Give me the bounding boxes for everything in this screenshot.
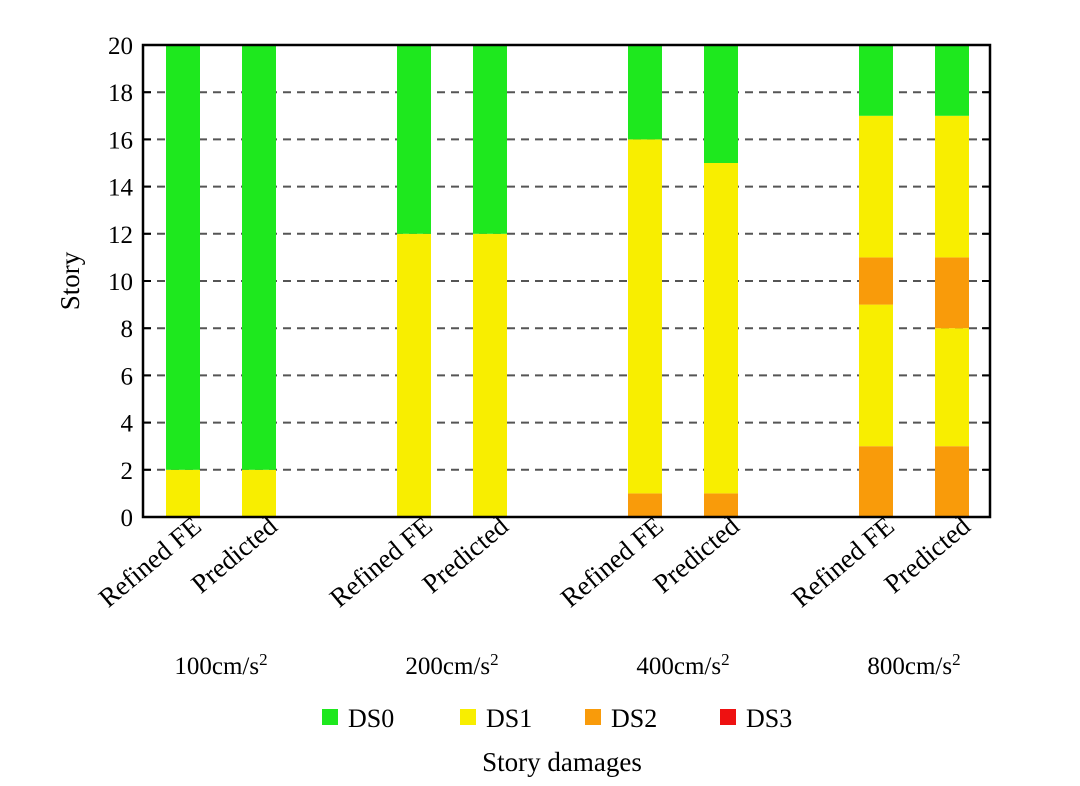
bar-segment-ds1	[859, 304, 893, 447]
y-axis-title: Story	[55, 251, 85, 310]
y-tick-label: 18	[108, 80, 133, 107]
legend-label-ds0: DS0	[348, 704, 394, 733]
legend: DS0 DS1 DS2 DS3	[322, 704, 792, 733]
bar-segment-ds0	[704, 45, 738, 163]
x-axis-title: Story damages	[482, 747, 642, 777]
legend-label-ds2: DS2	[611, 704, 657, 733]
group-label: 800cm/s2	[867, 650, 960, 680]
bar-segment-ds0	[166, 45, 200, 470]
bar-segment-ds2	[859, 257, 893, 305]
y-tick-label: 0	[121, 505, 134, 532]
y-tick-label: 8	[121, 316, 134, 343]
bar-segment-ds1	[473, 233, 507, 518]
bar-segment-ds2	[935, 257, 969, 329]
bar-segment-ds0	[628, 45, 662, 140]
bar-segment-ds0	[242, 45, 276, 470]
bar-segment-ds0	[397, 45, 431, 234]
y-tick-label: 6	[121, 363, 134, 390]
legend-swatch-ds0	[322, 709, 338, 725]
bar-segment-ds1	[935, 115, 969, 258]
group-label: 400cm/s2	[636, 650, 729, 680]
bar-segment-ds0	[935, 45, 969, 116]
y-tick-label: 14	[108, 175, 134, 202]
bar-segment-ds1	[859, 115, 893, 258]
bar-segment-ds1	[397, 233, 431, 518]
bar-segment-ds1	[166, 469, 200, 517]
y-tick-label: 10	[108, 269, 133, 296]
x-tick-label: Refined FE	[555, 511, 669, 614]
bar-segment-ds1	[935, 328, 969, 447]
bar-segment-ds2	[628, 493, 662, 517]
legend-label-ds1: DS1	[486, 704, 532, 733]
legend-label-ds3: DS3	[746, 704, 792, 733]
x-tick-label: Refined FE	[324, 511, 438, 614]
y-tick-label: 16	[108, 127, 133, 154]
y-tick-label: 4	[121, 411, 134, 438]
y-tick-label: 20	[108, 33, 133, 60]
x-tick-label: Refined FE	[786, 511, 900, 614]
bar-segment-ds2	[859, 446, 893, 517]
x-tick-label: Predicted	[647, 510, 745, 599]
bar-segment-ds2	[935, 446, 969, 517]
bar-segment-ds0	[859, 45, 893, 116]
legend-swatch-ds2	[585, 709, 601, 725]
legend-swatch-ds3	[720, 709, 736, 725]
y-tick-label: 2	[121, 458, 134, 485]
group-label: 200cm/s2	[405, 650, 498, 680]
bar-segment-ds0	[473, 45, 507, 234]
bars	[166, 45, 969, 518]
y-tick-label: 12	[108, 222, 133, 249]
bar-segment-ds1	[242, 469, 276, 517]
group-label: 100cm/s2	[174, 650, 267, 680]
bar-segment-ds1	[704, 163, 738, 494]
bar-segment-ds1	[628, 139, 662, 494]
x-tick-label: Predicted	[416, 510, 514, 599]
x-tick-label: Predicted	[185, 510, 283, 599]
y-axis-ticks: 0 2 4 6 8 10 12 14 16 18 20	[108, 33, 990, 532]
x-tick-label: Refined FE	[93, 511, 207, 614]
bar-segment-ds2	[704, 493, 738, 517]
gridlines	[143, 91, 990, 471]
x-tick-label: Predicted	[878, 510, 976, 599]
legend-swatch-ds1	[460, 709, 476, 725]
